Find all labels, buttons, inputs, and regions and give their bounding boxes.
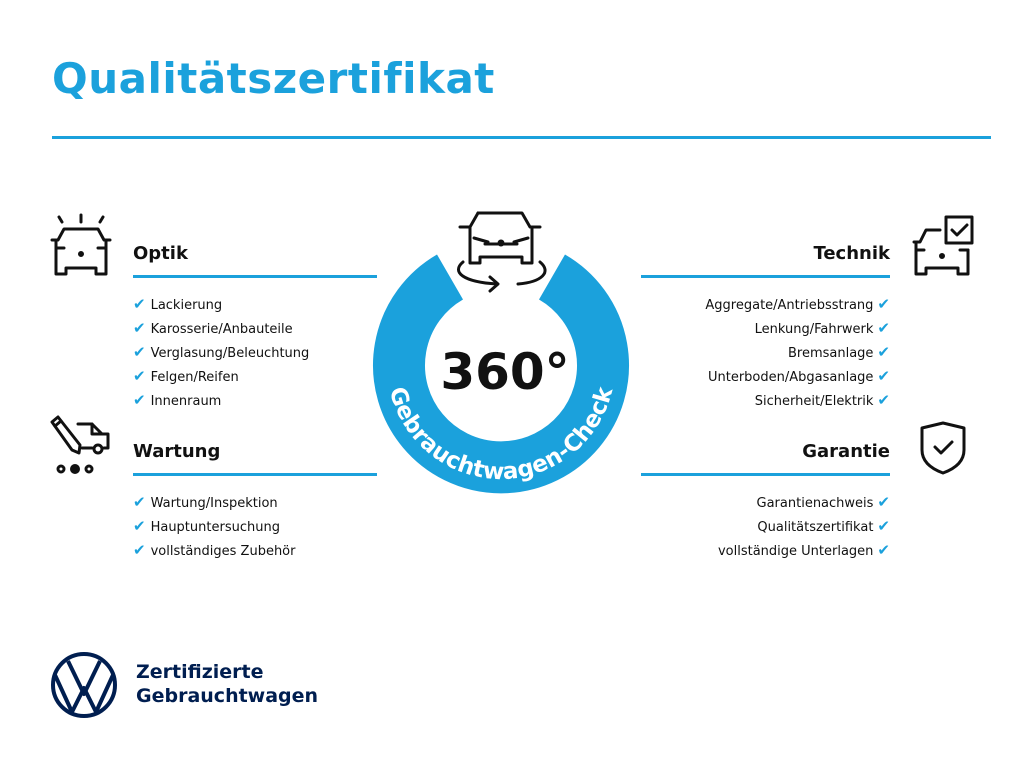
list-item: Unterboden/Abgasanlage ✔ [707,367,890,385]
check-icon: ✔ [877,541,890,559]
section-divider [133,473,377,476]
page-title: Qualitätszertifikat [52,54,495,103]
check-icon: ✔ [133,391,146,409]
ring-arc [373,254,629,494]
list-item: ✔ Karosserie/Anbauteile [133,319,293,337]
section-divider [641,473,890,476]
big-360-label: 360° [440,343,569,401]
list-item: ✔ Innenraum [133,391,222,409]
check-icon: ✔ [877,343,890,361]
section-garantie: Garantie Garantienachweis ✔ Qualitätszert… [641,439,890,562]
check-icon: ✔ [133,295,146,313]
section-technik: Technik Aggregate/Antriebsstrang ✔ Lenkun… [641,241,890,412]
check-icon: ✔ [133,367,146,385]
car-rotate-icon [457,211,547,293]
list-item: Aggregate/Antriebsstrang ✔ [705,295,890,313]
car-checkbox-icon [912,215,974,276]
section-heading: Optik [133,243,188,264]
check-icon: ✔ [877,493,890,511]
check-icon: ✔ [133,541,146,559]
360-check-badge: 360° Gebrauchtwagen-Check [373,211,629,494]
car-lights-icon [50,213,112,276]
brand-label: Zertifizierte Gebrauchtwagen [136,661,319,707]
list-item: Qualitätszertifikat ✔ [757,517,890,535]
check-icon: ✔ [133,517,146,535]
section-heading: Garantie [802,441,890,462]
list-item: vollständige Unterlagen ✔ [717,541,890,559]
list-item: ✔ Hauptuntersuchung [133,517,280,535]
list-item: ✔ Felgen/Reifen [133,367,239,385]
list-item: Lenkung/Fahrwerk ✔ [754,319,890,337]
list-item: ✔ vollständiges Zubehör [133,541,296,559]
check-icon: ✔ [133,343,146,361]
list-item: ✔ Wartung/Inspektion [133,493,278,511]
title-divider [52,136,991,139]
vw-logo [51,652,117,718]
check-icon: ✔ [133,493,146,511]
section-wartung: Wartung ✔ Wartung/Inspektion ✔ Hauptunters… [133,439,377,562]
check-icon: ✔ [877,295,890,313]
list-item: ✔ Verglasung/Beleuchtung [133,343,310,361]
section-divider [641,275,890,278]
service-car-pen-icon [50,415,110,474]
check-icon: ✔ [133,319,146,337]
check-icon: ✔ [877,391,890,409]
list-item: ✔ Lackierung [133,295,223,313]
shield-check-icon [920,421,966,475]
section-optik: Optik ✔ Lackierung ✔ Karosserie/Anbauteile… [133,241,377,412]
list-item: Sicherheit/Elektrik ✔ [754,391,890,409]
list-item: Garantienachweis ✔ [756,493,890,511]
section-heading: Technik [813,243,890,264]
section-heading: Wartung [133,441,221,462]
list-item: Bremsanlage ✔ [787,343,890,361]
check-icon: ✔ [877,367,890,385]
section-divider [133,275,377,278]
check-icon: ✔ [877,319,890,337]
check-icon: ✔ [877,517,890,535]
